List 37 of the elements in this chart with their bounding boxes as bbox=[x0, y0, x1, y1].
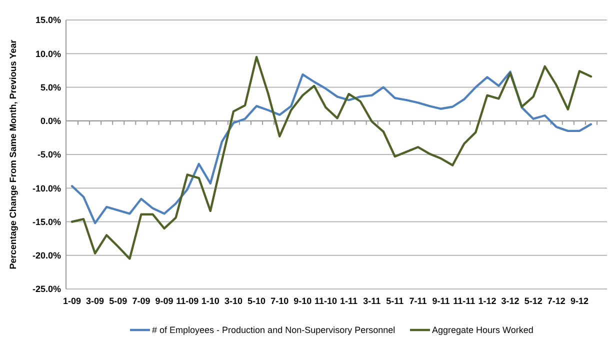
x-tick-label: 1-11 bbox=[340, 296, 358, 306]
x-tick-label: 7-09 bbox=[132, 296, 150, 306]
line-series bbox=[70, 70, 592, 224]
x-tick-label: 7-11 bbox=[409, 296, 427, 306]
x-tick-label: 3-12 bbox=[501, 296, 520, 306]
x-tick-label: 5-10 bbox=[248, 296, 266, 306]
x-tick-label: 7-12 bbox=[547, 296, 566, 306]
x-tick-label: 3-10 bbox=[224, 296, 242, 306]
line-series bbox=[70, 56, 592, 260]
x-tick-label: 9-09 bbox=[155, 296, 174, 306]
y-tick-label: 10.0% bbox=[35, 48, 61, 59]
x-tick-label: 9-11 bbox=[432, 296, 450, 306]
x-tick-label: 5-12 bbox=[524, 296, 542, 306]
x-tick-label: 3-11 bbox=[363, 296, 381, 306]
legend-label: # of Employees - Production and Non-Supervisory Personnel bbox=[152, 325, 396, 336]
legend-label: Aggregate Hours Worked bbox=[432, 325, 534, 336]
x-tick-label: 11-09 bbox=[176, 296, 199, 306]
y-axis-title: Percentage Change From Same Month, Previous Year bbox=[8, 39, 18, 270]
y-tick-label: 15.0% bbox=[35, 15, 61, 26]
x-tick-label: 3-09 bbox=[86, 296, 104, 306]
y-tick-label: -15.0% bbox=[32, 216, 61, 227]
y-tick-label: 5.0% bbox=[40, 82, 61, 92]
x-tick-label: 11-11 bbox=[453, 296, 476, 306]
x-tick-label: 1-12 bbox=[478, 296, 496, 306]
x-tick-label: 1-10 bbox=[201, 296, 220, 306]
y-tick-label: -25.0% bbox=[32, 284, 61, 294]
x-tick-label: 1-09 bbox=[62, 296, 82, 306]
x-tick-label: 5-11 bbox=[386, 296, 404, 306]
x-tick-label: 11-10 bbox=[314, 296, 337, 306]
y-tick-label: -10.0% bbox=[32, 183, 61, 194]
x-tick-label: 9-12 bbox=[570, 296, 588, 306]
y-tick-label: -5.0% bbox=[37, 150, 61, 160]
y-tick-label: -20.0% bbox=[32, 250, 61, 261]
x-tick-label: 7-10 bbox=[270, 296, 289, 306]
x-tick-label: 5-09 bbox=[109, 296, 128, 306]
x-tick-label: 9-10 bbox=[294, 296, 312, 306]
y-tick-label: 0.0% bbox=[40, 116, 61, 126]
